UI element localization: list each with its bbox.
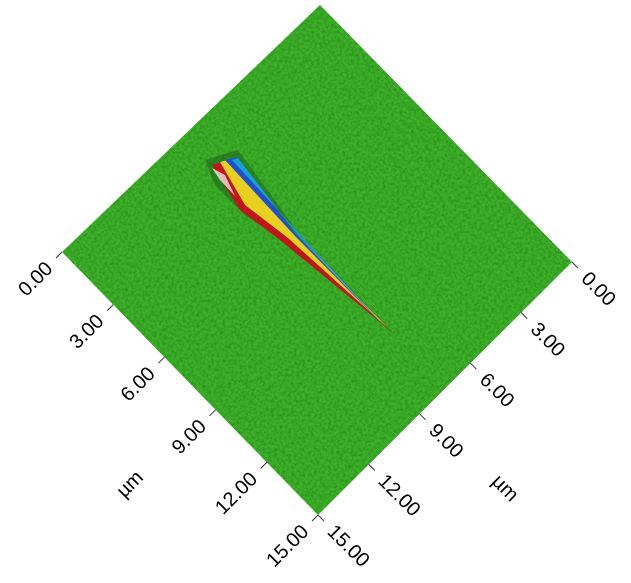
tick-label: 6.00 [475,369,518,412]
tick-mark [368,464,376,471]
tick-mark [311,514,319,522]
tick-mark [571,261,579,269]
tick-label: 0.00 [14,258,57,301]
tick-label: 3.00 [65,310,108,353]
tick-mark [209,409,216,417]
axis-label: µm [487,471,522,506]
tick-label: 12.00 [374,470,425,521]
tick-mark [55,251,63,259]
tick-mark [419,413,426,421]
scratch [205,150,395,335]
tick-label: 15.00 [323,521,374,572]
tick-label: 12.00 [211,468,262,519]
tick-label: 15.00 [262,521,313,572]
tick-label: 0.00 [577,268,620,311]
tick-mark [106,304,114,311]
tick-label: 9.00 [424,420,467,463]
tick-label: 6.00 [117,363,160,406]
tick-label: 3.00 [526,318,569,361]
axis-label: µm [112,467,147,502]
tick-mark [260,462,268,469]
tick-label: 9.00 [168,416,211,459]
tick-mark [158,356,165,364]
tick-mark [520,312,528,319]
tick-mark [470,362,477,370]
tick-mark [317,514,325,522]
